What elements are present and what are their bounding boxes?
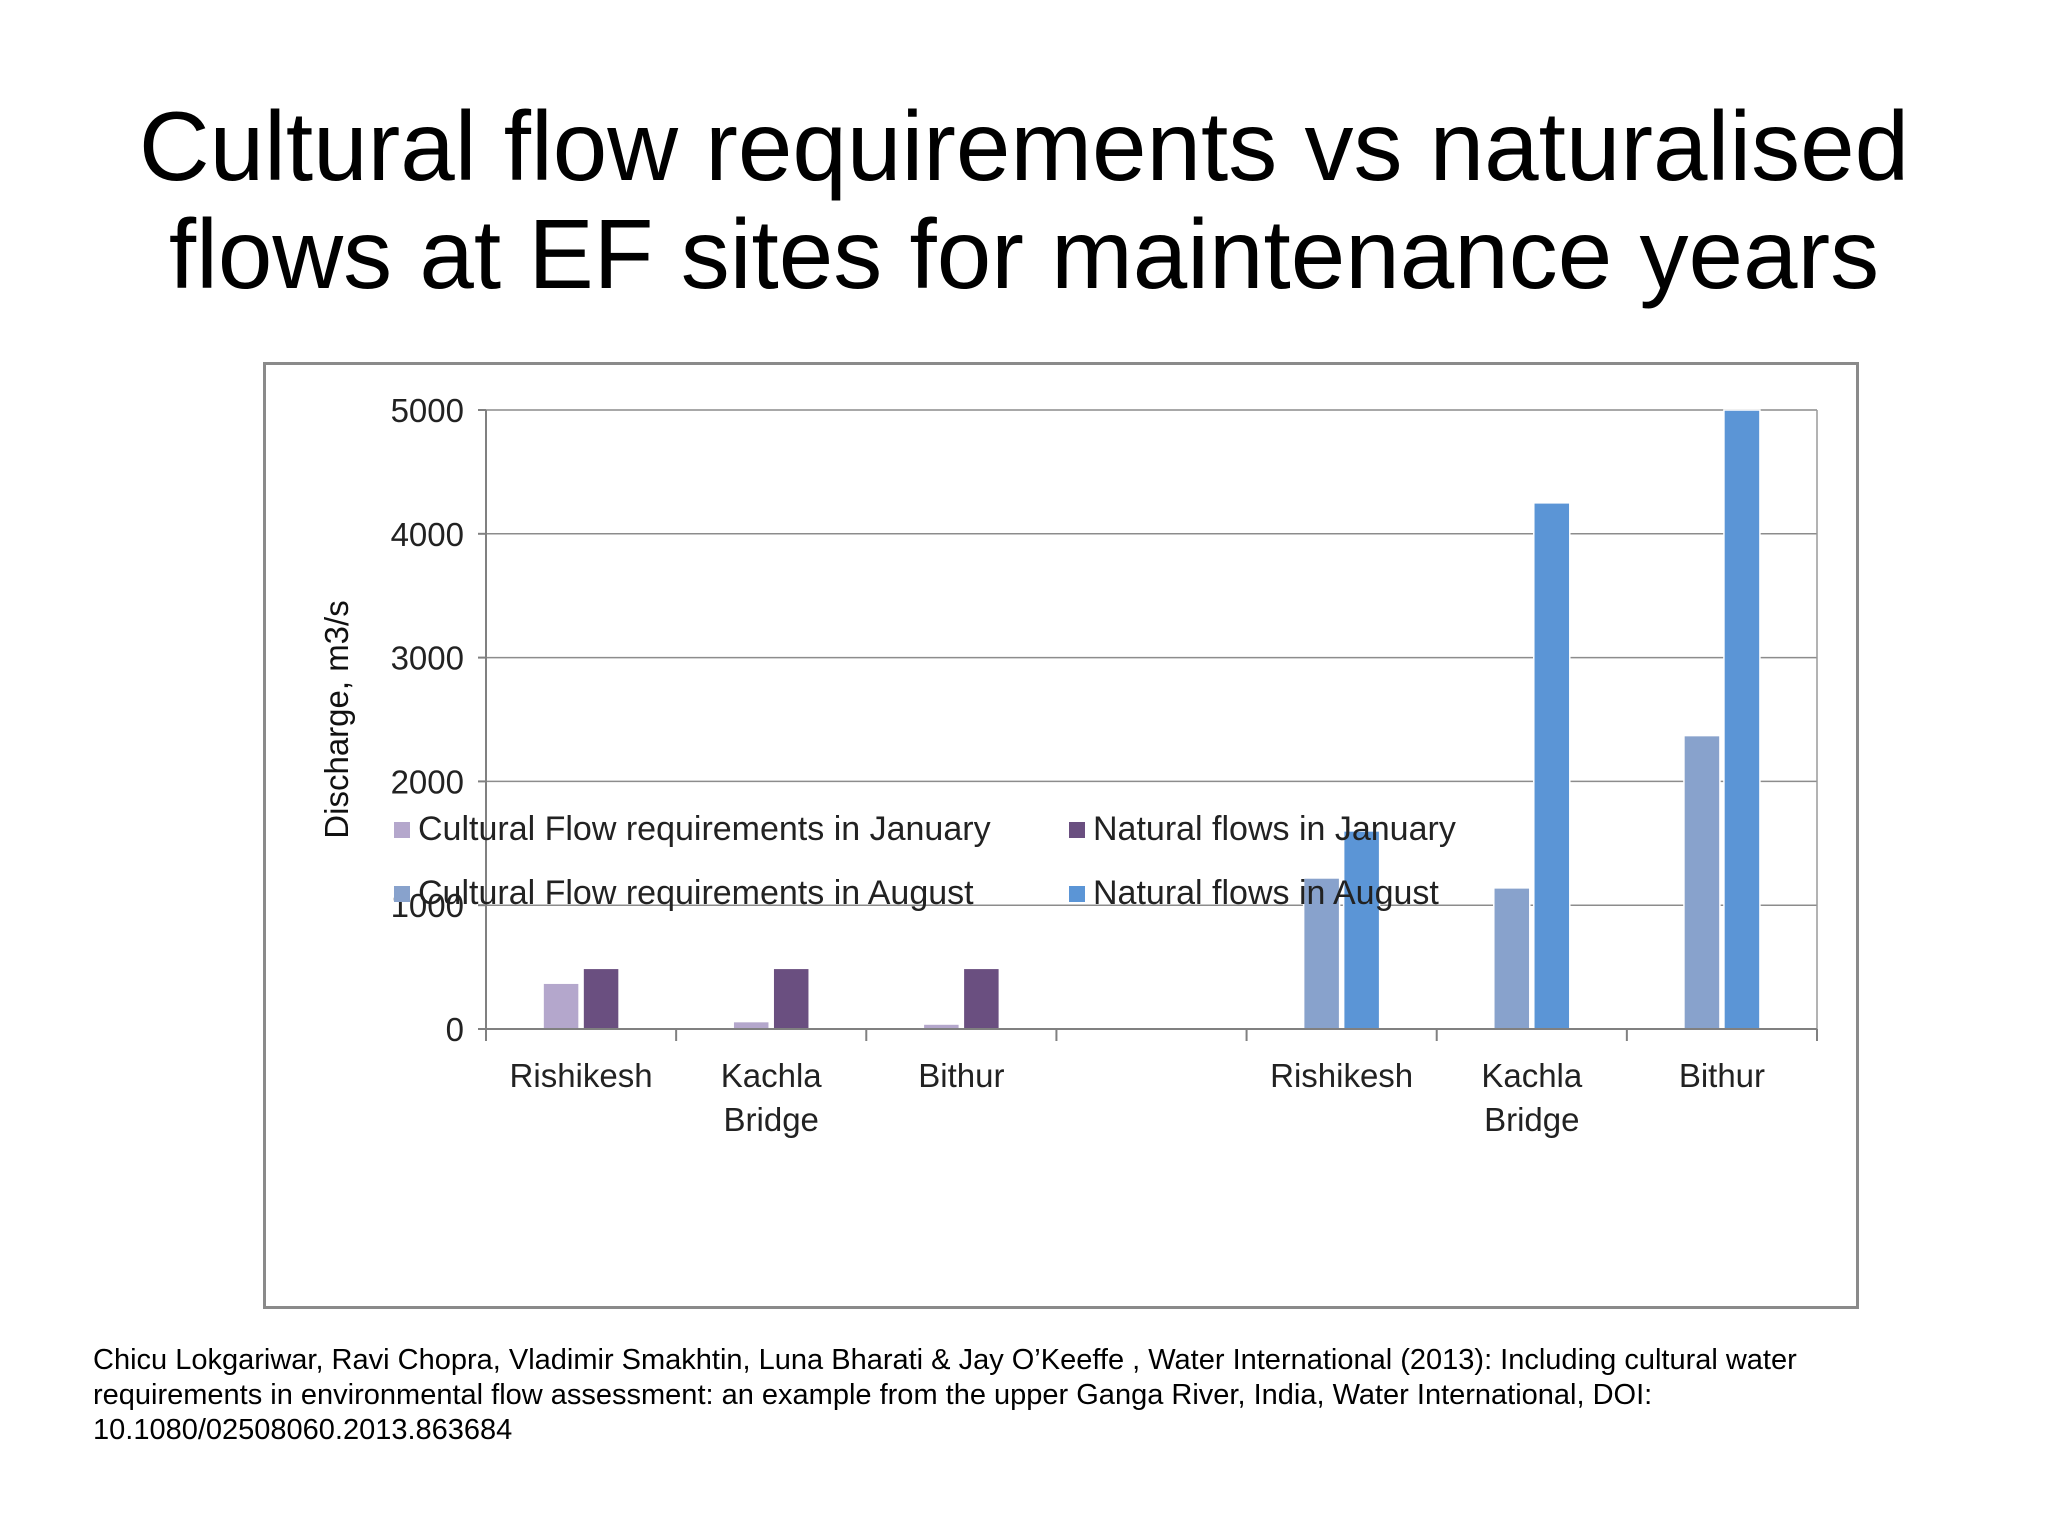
x-category-label: Bithur bbox=[918, 1057, 1004, 1094]
legend-swatch bbox=[1069, 886, 1085, 902]
slide-title-line-2: flows at EF sites for maintenance years bbox=[168, 199, 1880, 309]
legend-swatch bbox=[394, 822, 410, 838]
bar-4-7 bbox=[1723, 409, 1761, 1030]
x-category-label: Bridge bbox=[1484, 1101, 1579, 1138]
y-tick-label: 4000 bbox=[391, 516, 464, 553]
citation-line-1: Chicu Lokgariwar, Ravi Chopra, Vladimir … bbox=[93, 1344, 1797, 1376]
legend-swatch bbox=[1069, 822, 1085, 838]
x-category-label: Rishikesh bbox=[1270, 1057, 1413, 1094]
bars bbox=[542, 409, 1761, 1030]
y-axis-title: Discharge, m3/s bbox=[318, 600, 355, 838]
citation-line-3: 10.1080/02508060.2013.863684 bbox=[93, 1414, 513, 1446]
axes bbox=[478, 409, 1818, 1041]
y-tick-label: 3000 bbox=[391, 640, 464, 677]
slide-title: Cultural flow requirements vs naturalise… bbox=[0, 92, 2048, 308]
bar-3-6 bbox=[1493, 887, 1531, 1030]
x-category-label: Bithur bbox=[1679, 1057, 1765, 1094]
legend: Cultural Flow requirements in January Nat… bbox=[394, 810, 1456, 912]
bar-4-5 bbox=[1342, 830, 1381, 1030]
bar-3-7 bbox=[1683, 734, 1721, 1030]
citation: Chicu Lokgariwar, Ravi Chopra, Vladimir … bbox=[93, 1343, 1993, 1448]
bar-2-2 bbox=[772, 967, 810, 1030]
bar-3-5 bbox=[1302, 877, 1341, 1030]
bar-2-3 bbox=[962, 967, 1001, 1030]
x-category-label: Bridge bbox=[724, 1101, 819, 1138]
y-tick-label: 5000 bbox=[391, 392, 464, 429]
legend-label: Cultural Flow requirements in August bbox=[418, 874, 974, 912]
legend-label: Natural flows in January bbox=[1093, 810, 1456, 848]
chart-frame: 0 1000 2000 3000 4000 5000 Rishikesh Kachla Brid… bbox=[263, 362, 1859, 1309]
legend-swatch bbox=[394, 886, 410, 902]
bar-1-1 bbox=[542, 982, 580, 1030]
citation-line-2: requirements in environmental flow asses… bbox=[93, 1379, 1653, 1411]
slide-title-line-1: Cultural flow requirements vs naturalise… bbox=[138, 91, 1910, 201]
bar-4-6 bbox=[1533, 502, 1571, 1030]
x-category-label: Rishikesh bbox=[510, 1057, 653, 1094]
gridlines bbox=[486, 409, 1817, 906]
x-category-label: Kachla bbox=[721, 1057, 823, 1094]
legend-label: Cultural Flow requirements in January bbox=[418, 810, 991, 848]
y-tick-label: 0 bbox=[446, 1011, 464, 1048]
bar-2-1 bbox=[582, 967, 620, 1030]
y-tick-label: 2000 bbox=[391, 763, 464, 800]
x-category-label: Kachla bbox=[1481, 1057, 1583, 1094]
legend-label: Natural flows in August bbox=[1093, 874, 1439, 912]
bar-1-2 bbox=[732, 1020, 770, 1030]
